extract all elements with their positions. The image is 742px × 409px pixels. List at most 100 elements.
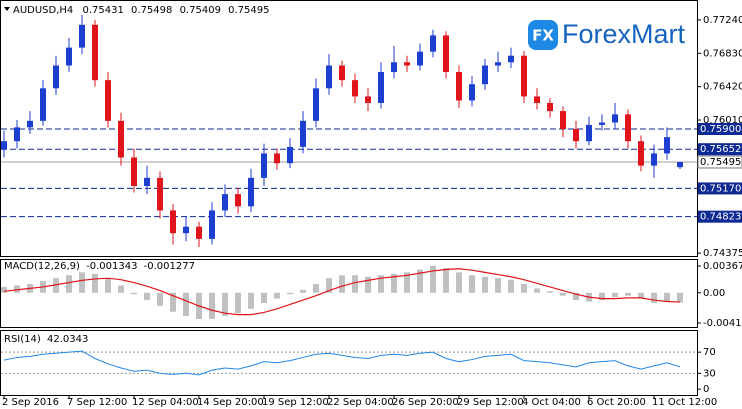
current-price-label: 0.75495	[700, 157, 741, 168]
x-tick-label: 22 Sep 04:00	[327, 397, 394, 408]
rsi-value: 42.0343	[47, 334, 88, 345]
current-price-box	[697, 155, 742, 169]
x-tick-label: 2 Sep 2016	[2, 397, 59, 408]
candle-body	[339, 65, 345, 81]
macd-bar	[521, 284, 527, 293]
candle-body	[1, 141, 7, 150]
macd-bar	[599, 292, 605, 301]
candle-body	[638, 141, 644, 166]
candle-body	[326, 65, 332, 89]
macd-bar	[456, 272, 462, 293]
x-tick-label: 6 Oct 20:00	[587, 397, 646, 408]
candle-body	[586, 124, 592, 142]
candle-body	[391, 62, 397, 73]
candle-body	[625, 114, 631, 142]
macd-bar	[495, 278, 501, 293]
rsi-panel-frame	[0, 330, 698, 396]
candle-body	[287, 146, 293, 164]
candle-body	[261, 153, 267, 178]
level-box	[698, 182, 742, 195]
candle-body	[196, 226, 202, 239]
macd-bar	[274, 292, 280, 299]
logo-text: ForexMart	[562, 19, 686, 49]
macd-bar	[469, 275, 475, 293]
candle-body	[430, 35, 436, 52]
macd-label: MACD(12,26,9) -0.001343 -0.001277	[4, 261, 195, 272]
candle-body	[118, 120, 124, 158]
macd-bar	[170, 292, 176, 312]
level-label: 0.75652	[700, 144, 741, 155]
y-tick-label: 0.00	[703, 288, 725, 299]
candle-body	[534, 96, 540, 103]
candle-body	[92, 24, 98, 81]
level-label: 0.74823	[700, 212, 741, 223]
candle-body	[313, 88, 319, 121]
candle-body	[495, 62, 501, 66]
candle-body	[183, 226, 189, 234]
y-tick-label: 0.003673	[703, 261, 742, 272]
candle-body	[209, 210, 215, 239]
low: 0.75409	[180, 5, 221, 16]
menu-triangle	[4, 7, 10, 11]
x-tick-label: 4 Oct 04:00	[522, 397, 581, 408]
macd-bar	[287, 292, 293, 295]
candle-body	[131, 157, 137, 186]
level-box	[698, 143, 742, 156]
macd-bar	[248, 292, 254, 309]
candle-body	[222, 194, 228, 211]
candle-body	[248, 177, 254, 207]
candle-body	[157, 177, 163, 211]
macd-bar	[417, 269, 423, 293]
candle-body	[469, 84, 475, 101]
macd-bar	[53, 278, 59, 293]
x-tick-label: 26 Sep 20:00	[392, 397, 459, 408]
macd-bar	[365, 276, 371, 293]
logo: FX ForexMart	[528, 19, 686, 50]
macd-bar	[235, 292, 241, 314]
rsi-line	[3, 350, 681, 376]
candle-body	[144, 177, 150, 186]
y-tick-label: 0.76830	[703, 48, 742, 59]
macd-bar	[430, 265, 436, 293]
y-tick-label: 30	[703, 368, 716, 379]
y-tick-label: -0.00415	[703, 318, 742, 329]
macd-bar	[92, 273, 98, 293]
candle-body	[599, 122, 605, 125]
macd-bar	[651, 292, 657, 303]
x-tick-label: 7 Sep 12:00	[67, 397, 127, 408]
signal-value: -0.001277	[144, 261, 195, 272]
candle-body	[235, 194, 241, 207]
candle-body	[27, 120, 33, 128]
macd-bar	[14, 285, 20, 293]
candle-body	[365, 96, 371, 103]
level-label: 0.75170	[700, 183, 741, 194]
macd-bar	[560, 292, 566, 296]
candle-body	[651, 153, 657, 166]
level-box	[698, 123, 742, 135]
macd-bar	[131, 292, 137, 295]
macd-bar	[547, 291, 553, 293]
candle-body	[14, 127, 20, 142]
macd-panel-frame	[0, 259, 698, 328]
x-tick-label: 11 Oct 12:00	[652, 397, 717, 408]
symbol: AUDUSD,H4	[13, 5, 73, 16]
y-tick-label: 0.74375	[703, 248, 742, 259]
macd-bar	[157, 292, 163, 306]
macd-bar	[352, 275, 358, 293]
candle-body	[521, 55, 527, 97]
macd-bar	[443, 268, 449, 293]
candle-body	[547, 102, 553, 112]
macd-bar	[625, 292, 631, 296]
macd-bar	[391, 273, 397, 293]
close: 0.75495	[228, 5, 269, 16]
macd-bar	[300, 289, 306, 293]
macd-bar	[183, 292, 189, 317]
candle-body	[508, 55, 514, 63]
macd-bar	[482, 276, 488, 293]
macd-bar	[105, 278, 111, 293]
candle-body	[443, 35, 449, 73]
macd-bar	[677, 292, 683, 303]
candle-body	[456, 72, 462, 101]
candle-body	[378, 72, 384, 103]
macd-bar	[144, 292, 150, 301]
